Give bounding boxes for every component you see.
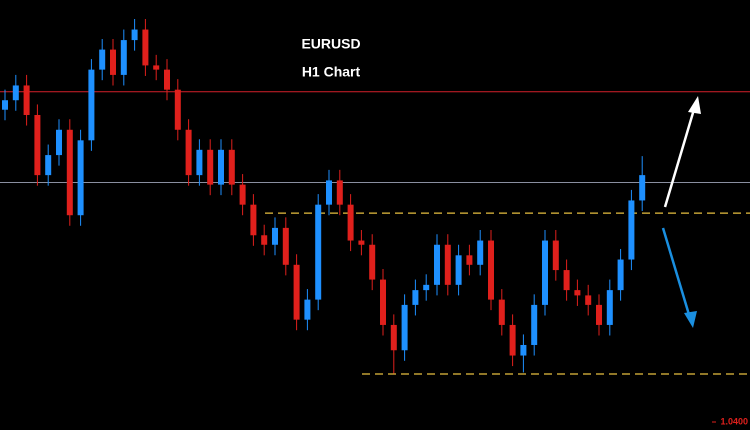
candle-body	[315, 204, 322, 300]
candle-body	[23, 85, 30, 115]
candle-body	[596, 304, 602, 325]
candle-body	[164, 69, 170, 90]
candle-body	[520, 344, 527, 356]
candle-body	[66, 129, 73, 216]
candle-body	[45, 155, 52, 176]
candle-body	[131, 29, 138, 41]
y-tick-label: 1.0400	[720, 416, 748, 426]
candle-body	[423, 284, 430, 291]
candle-body	[542, 240, 548, 305]
candles	[2, 18, 646, 374]
levels	[0, 91, 750, 375]
candle-body	[293, 264, 300, 320]
candle-body	[531, 304, 538, 345]
candle-body	[34, 114, 41, 176]
candle-body	[574, 290, 581, 296]
candle-body	[628, 200, 635, 260]
candle-body	[88, 69, 95, 141]
candle-body	[282, 227, 289, 265]
candle-body	[509, 324, 516, 356]
candle-body	[552, 240, 559, 271]
candle-body	[412, 290, 419, 305]
candle-body	[142, 29, 149, 66]
candle-body	[347, 204, 354, 241]
candle-body	[77, 140, 84, 216]
candle-body	[369, 244, 376, 280]
candle-body	[434, 244, 440, 285]
candle-body	[185, 129, 192, 176]
candle-body	[261, 235, 268, 245]
candle-body	[196, 149, 203, 176]
candle-body	[488, 240, 494, 300]
candle-body	[639, 175, 646, 201]
candle-body	[218, 149, 224, 185]
candle-body	[390, 324, 397, 351]
candle-body	[326, 180, 332, 205]
candle-body	[239, 184, 246, 205]
chart-subtitle: H1 Chart	[302, 64, 361, 80]
candle-body	[304, 299, 311, 320]
chart-title: EURUSD	[301, 36, 360, 52]
candle-body	[563, 270, 570, 291]
candle-body	[272, 227, 278, 245]
candle-body	[466, 255, 473, 265]
up-arrow	[663, 96, 701, 208]
candle-body	[228, 149, 235, 185]
candle-body	[207, 149, 214, 185]
candle-body	[585, 295, 592, 305]
candle-body	[336, 180, 343, 205]
candle-body	[358, 240, 365, 245]
candle-body	[401, 304, 408, 351]
candle-body	[174, 89, 181, 130]
candle-body	[617, 259, 624, 291]
candle-body	[99, 49, 106, 70]
candle-body	[444, 244, 451, 285]
candle-body	[380, 279, 386, 325]
candle-body	[498, 299, 505, 325]
candle-body	[153, 65, 160, 70]
candle-body	[477, 240, 484, 265]
price-axis: 1.0400	[712, 416, 748, 426]
candle-body	[2, 100, 8, 110]
candle-body	[606, 290, 613, 325]
candle-body	[455, 255, 462, 285]
candle-body	[250, 204, 257, 236]
candle-body	[120, 40, 127, 75]
candle-body	[12, 85, 19, 101]
candle-body	[110, 49, 116, 75]
down-arrow	[661, 227, 697, 328]
candle-body	[56, 129, 62, 156]
